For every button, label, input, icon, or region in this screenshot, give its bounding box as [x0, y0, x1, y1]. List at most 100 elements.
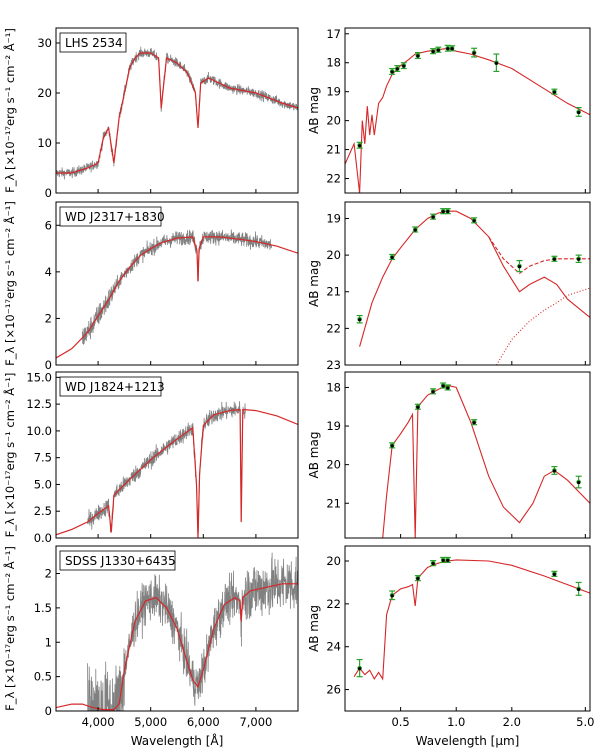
y-tick-label: 22 [326, 321, 341, 335]
y-tick-label: 2.5 [34, 504, 52, 518]
y-tick-label: 21 [326, 496, 341, 510]
y-tick-label: 22 [326, 597, 341, 611]
synthetic-point [402, 64, 406, 68]
model-spectrum-line [56, 52, 298, 174]
x-tick-label: 5.0 [576, 715, 594, 729]
synthetic-point [441, 384, 445, 388]
y-axis-label: AB mag [307, 260, 321, 307]
synthetic-point [431, 215, 435, 219]
model-spectrum-line [56, 236, 298, 359]
spectrum-plot-area [56, 552, 298, 711]
model-sed-line [353, 559, 590, 681]
y-tick-label: 20 [326, 554, 341, 568]
synthetic-point [446, 47, 450, 51]
sed-plot-area [382, 382, 590, 538]
y-tick-label: 20 [37, 86, 52, 100]
y-axis-label: F_λ [×10⁻¹⁷erg s⁻¹ cm⁻² Å⁻¹] [2, 373, 17, 538]
synthetic-point [436, 48, 440, 52]
spectrum-plot-area [56, 229, 298, 359]
y-axis-label: F_λ [×10⁻¹⁷erg s⁻¹ cm⁻² Å⁻¹] [2, 28, 17, 193]
y-tick-label: 2 [45, 567, 52, 581]
y-tick-label: 4 [45, 265, 52, 279]
y-tick-label: 21 [326, 285, 341, 299]
x-tick-label: 2.0 [503, 715, 521, 729]
object-label-box [59, 32, 127, 53]
object-label: WD J2317+1830 [65, 210, 165, 224]
y-tick-label: 20 [326, 114, 341, 128]
y-tick-label: 20 [326, 248, 341, 262]
object-label-box [59, 550, 176, 571]
x-axis-label: Wavelength [Å] [131, 733, 224, 748]
sed-plot-area [345, 44, 590, 193]
model-spectrum-line [56, 408, 298, 538]
y-tick-label: 12.5 [26, 397, 52, 411]
y-tick-label: 17 [326, 27, 341, 41]
synthetic-point [446, 558, 450, 563]
y-tick-label: 15.0 [26, 370, 52, 384]
y-axis-label: F_λ [×10⁻¹⁷erg s⁻¹ cm⁻² Å⁻¹] [2, 546, 17, 711]
y-tick-label: 18 [326, 56, 341, 70]
x-tick-label: 0.5 [391, 715, 409, 729]
synthetic-point [390, 255, 394, 260]
object-label: SDSS J1330+6435 [65, 554, 176, 568]
synthetic-point [494, 61, 498, 65]
x-tick-label: 5,000 [134, 715, 167, 729]
synthetic-point [552, 572, 556, 576]
x-tick-label: 1.0 [447, 715, 465, 729]
synthetic-point [446, 386, 450, 390]
synthetic-point [577, 480, 581, 485]
synthetic-point [552, 257, 556, 261]
y-tick-label: 7.5 [34, 451, 52, 465]
synthetic-point [416, 577, 420, 581]
synthetic-point [450, 47, 454, 51]
synthetic-point [446, 210, 450, 214]
synthetic-point [441, 210, 445, 214]
model-sed-line [345, 47, 590, 193]
y-tick-label: 20 [326, 458, 341, 472]
synthetic-point [577, 110, 581, 115]
y-axis-label: F_λ [×10⁻¹⁷erg s⁻¹ cm⁻² Å⁻¹] [2, 201, 17, 366]
observed-spectrum [87, 401, 246, 536]
y-tick-label: 5.0 [34, 477, 52, 491]
y-tick-label: 19 [326, 85, 341, 99]
synthetic-point [431, 390, 435, 394]
synthetic-point [390, 594, 394, 598]
sed-plot-area [356, 208, 590, 365]
sed-plot-area [353, 556, 590, 681]
y-tick-label: 24 [326, 640, 341, 654]
synthetic-point [552, 469, 556, 473]
spectrum-plot-area [56, 46, 298, 180]
y-tick-label: 22 [326, 172, 341, 186]
panel-frame [55, 371, 299, 539]
model-sed-line [382, 384, 590, 538]
y-tick-label: 0 [45, 186, 52, 200]
x-tick-label: 7,000 [239, 715, 272, 729]
y-tick-label: 18 [326, 380, 341, 394]
synthetic-point [472, 219, 476, 223]
synthetic-point [431, 50, 435, 54]
synthetic-point [358, 667, 362, 671]
object-label-box [59, 206, 162, 227]
y-tick-label: 1.5 [34, 601, 52, 615]
y-axis-label: AB mag [307, 432, 321, 479]
observed-spectrum [87, 552, 298, 711]
panel-frame [344, 201, 591, 366]
object-label: WD J1824+1213 [65, 380, 165, 394]
synthetic-point [431, 562, 435, 566]
y-tick-label: 19 [326, 419, 341, 433]
panel-frame [344, 371, 591, 539]
synthetic-point [390, 444, 394, 448]
x-tick-label: 4,000 [82, 715, 115, 729]
synthetic-point [416, 54, 420, 58]
y-tick-label: 1 [45, 635, 52, 649]
synthetic-point [358, 144, 362, 148]
y-tick-label: 0.0 [34, 531, 52, 545]
object-label: LHS 2534 [65, 36, 123, 50]
synthetic-point [472, 421, 476, 425]
x-tick-label: 6,000 [187, 715, 220, 729]
y-tick-label: 26 [326, 683, 341, 697]
synthetic-point [577, 257, 581, 261]
model-sed-line [359, 210, 590, 347]
synthetic-point [358, 318, 362, 322]
